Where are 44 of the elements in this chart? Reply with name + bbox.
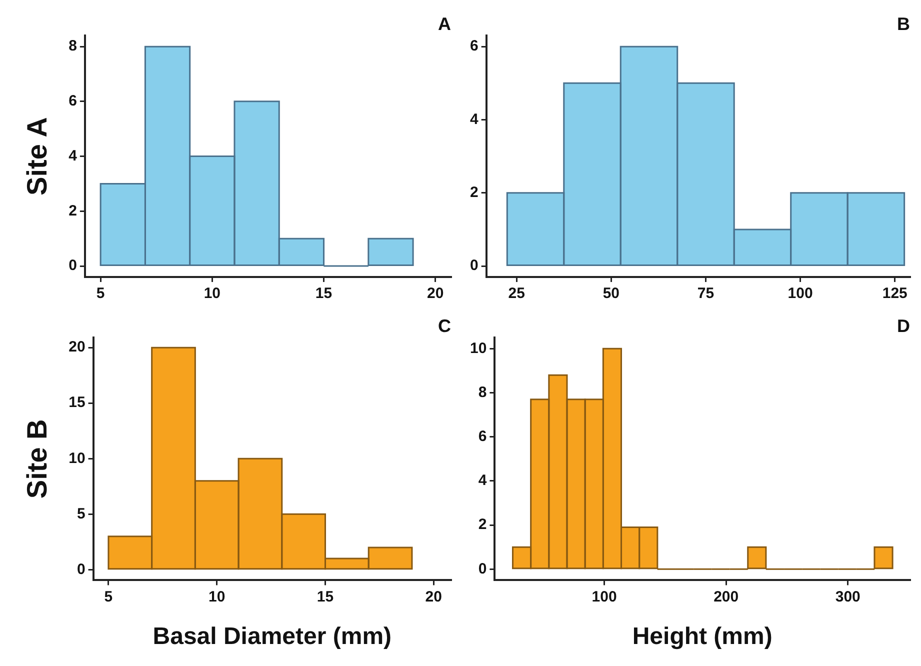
- y-tick-label: 5: [76, 505, 86, 522]
- y-tick-label: 20: [68, 338, 86, 356]
- y-axis-title: Site B: [22, 419, 53, 499]
- y-tick-label: 0: [470, 257, 478, 274]
- x-axis-title: Basal Diameter (mm): [152, 623, 392, 650]
- y-tick-label: 4: [68, 147, 78, 164]
- x-tick-label: 50: [602, 285, 620, 302]
- y-tick-label: 2: [478, 516, 487, 534]
- x-tick-label: 20: [427, 285, 444, 302]
- x-tick-label: 100: [788, 285, 813, 302]
- x-axis-title: Height (mm): [632, 623, 772, 650]
- y-tick-label: 10: [68, 450, 86, 467]
- chart-title: C: [438, 316, 451, 336]
- x-tick-label: 10: [208, 588, 226, 606]
- chart-title: B: [897, 14, 910, 34]
- y-tick-label: 4: [470, 110, 479, 128]
- y-tick-label: 2: [68, 202, 77, 220]
- y-tick-label: 6: [470, 38, 478, 55]
- x-tick-label: 300: [835, 588, 860, 606]
- x-tick-label: 5: [104, 588, 113, 606]
- y-tick-label: 0: [68, 257, 77, 274]
- y-tick-label: 4: [478, 472, 488, 490]
- y-tick-label: 0: [76, 560, 86, 578]
- x-tick-label: 5: [96, 285, 105, 302]
- x-tick-label: 20: [425, 588, 442, 606]
- y-tick-label: 6: [478, 428, 487, 445]
- y-axis-title: Site A: [22, 117, 53, 196]
- x-tick-label: 25: [508, 285, 525, 302]
- chart-title: D: [897, 316, 910, 336]
- y-tick-label: 8: [478, 384, 487, 401]
- y-tick-label: 2: [470, 184, 478, 202]
- x-tick-label: 125: [882, 285, 908, 302]
- x-tick-label: 100: [592, 588, 617, 606]
- y-tick-label: 10: [470, 340, 487, 357]
- y-tick-label: 8: [68, 38, 77, 55]
- y-tick-label: 0: [478, 560, 487, 578]
- x-tick-label: 200: [714, 588, 739, 606]
- x-tick-label: 10: [204, 285, 221, 302]
- x-tick-label: 15: [316, 588, 334, 606]
- x-tick-label: 75: [697, 285, 714, 302]
- y-tick-label: 6: [68, 92, 77, 110]
- chart-title: A: [438, 14, 451, 34]
- x-tick-label: 15: [315, 285, 332, 302]
- y-tick-label: 15: [68, 394, 86, 412]
